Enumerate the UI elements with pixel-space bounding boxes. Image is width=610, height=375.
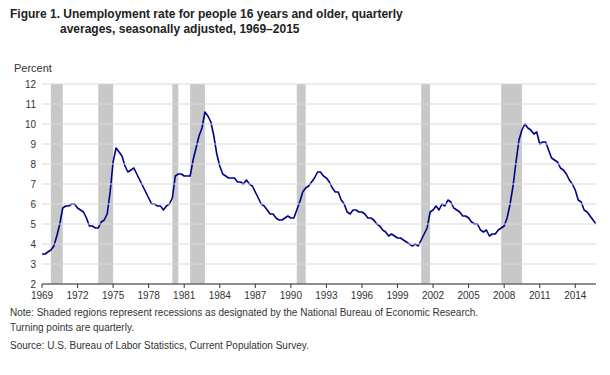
y-grid-line [42, 284, 596, 285]
x-tick [575, 284, 576, 288]
y-grid-line [42, 84, 596, 85]
y-grid-line [42, 124, 596, 125]
plot-data [42, 84, 596, 284]
title-line: averages, seasonally adjusted, 1969–2015 [60, 22, 300, 36]
x-tick [468, 284, 469, 288]
x-tick-label: 2002 [422, 290, 445, 301]
y-tick-label: 5 [30, 219, 36, 230]
x-tick [148, 284, 149, 288]
x-tick [184, 284, 185, 288]
x-tick-label: 2008 [493, 290, 516, 301]
y-grid-line [42, 264, 596, 265]
x-tick-label: 1984 [209, 290, 232, 301]
x-tick-label: 1972 [66, 290, 89, 301]
x-tick-label: 1996 [351, 290, 374, 301]
x-tick [77, 284, 78, 288]
x-tick [433, 284, 434, 288]
y-tick-label: 10 [25, 119, 37, 130]
x-tick [255, 284, 256, 288]
y-grid-line [42, 164, 596, 165]
unemployment-line [42, 112, 596, 254]
x-tick-label: 2005 [457, 290, 480, 301]
y-tick-label: 2 [30, 279, 36, 290]
x-tick-label: 2011 [529, 290, 551, 301]
x-tick-label: 1990 [280, 290, 303, 301]
source: Source: U.S. Bureau of Labor Statistics,… [10, 340, 309, 351]
x-tick-label: 1981 [173, 290, 196, 301]
note: Turning points are quarterly. [10, 322, 134, 333]
x-tick [290, 284, 291, 288]
x-tick-label: 1999 [386, 290, 409, 301]
y-grid-line [42, 244, 596, 245]
x-tick-label: 1987 [244, 290, 267, 301]
chart-title: Figure 1. Unemployment rate for people 1… [10, 7, 403, 36]
x-tick [539, 284, 540, 288]
y-grid-line [42, 224, 596, 225]
y-tick-label: 12 [25, 79, 37, 90]
x-tick [397, 284, 398, 288]
x-tick [504, 284, 505, 288]
y-grid-line [42, 104, 596, 105]
y-tick-label: 11 [26, 99, 37, 110]
x-tick-label: 1969 [31, 290, 54, 301]
x-tick-label: 2014 [564, 290, 587, 301]
y-grid-line [42, 204, 596, 205]
chart-container: Figure 1. Unemployment rate for people 1… [0, 0, 610, 375]
x-tick [326, 284, 327, 288]
y-tick-label: 6 [30, 199, 36, 210]
title-line: Figure 1. Unemployment rate for people 1… [10, 7, 403, 21]
y-axis-label: Percent [14, 62, 52, 74]
x-axis-line [42, 284, 596, 285]
y-tick-label: 8 [30, 159, 36, 170]
y-grid [42, 84, 596, 284]
y-grid-line [42, 184, 596, 185]
x-tick [361, 284, 362, 288]
y-grid-line [42, 144, 596, 145]
x-tick-label: 1978 [138, 290, 161, 301]
x-tick [42, 284, 43, 288]
y-tick-label: 7 [30, 179, 36, 190]
y-tick-label: 9 [30, 139, 36, 150]
y-tick-label: 3 [30, 259, 36, 270]
x-tick-label: 1975 [102, 290, 125, 301]
x-tick-label: 1993 [315, 290, 338, 301]
y-tick-label: 4 [30, 239, 36, 250]
chart-svg: Figure 1. Unemployment rate for people 1… [0, 0, 610, 375]
x-tick [113, 284, 114, 288]
x-tick [219, 284, 220, 288]
note: Note: Shaded regions represent recession… [10, 307, 478, 318]
